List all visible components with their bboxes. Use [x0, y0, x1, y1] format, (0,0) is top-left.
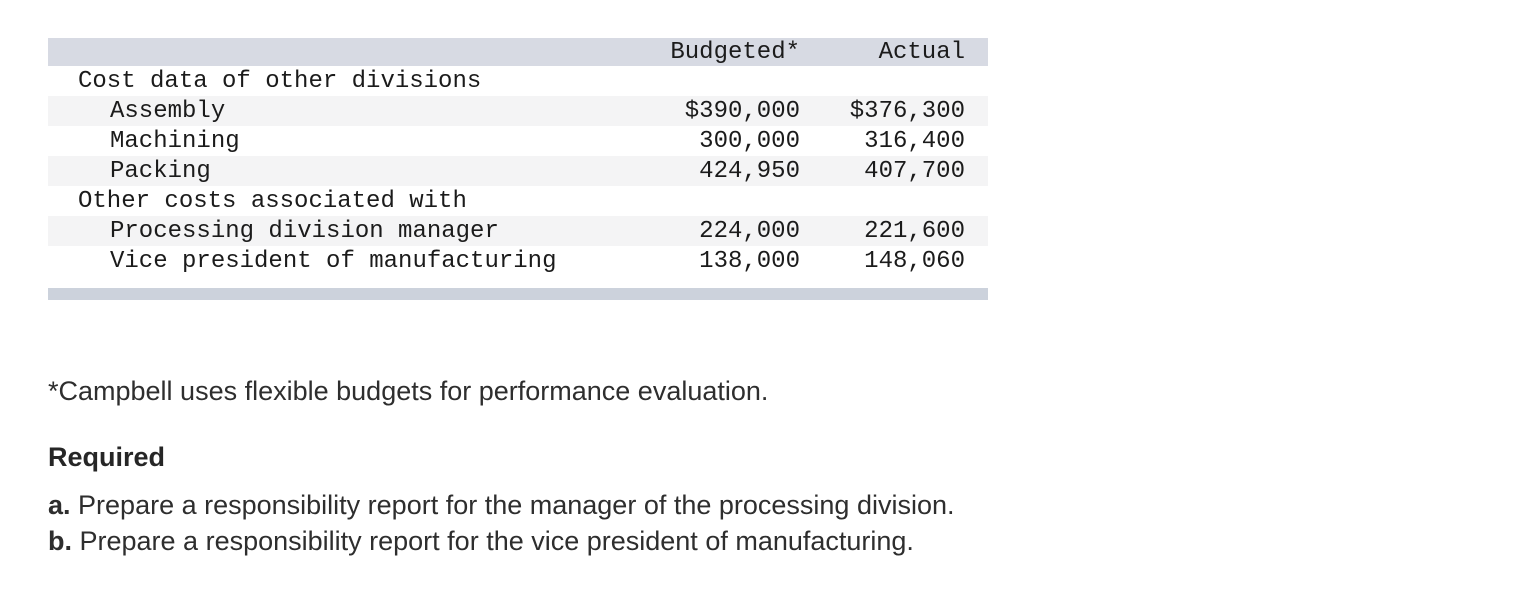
row-budgeted-value: 424,950: [699, 157, 800, 185]
cost-data-table: Budgeted* Actual Cost data of other divi…: [48, 38, 988, 300]
table-row: Packing 424,950 407,700: [48, 156, 988, 186]
table-row: Machining 300,000 316,400: [48, 126, 988, 156]
table-row: Vice president of manufacturing 138,000 …: [48, 246, 988, 276]
table-row: Assembly $390,000 $376,300: [48, 96, 988, 126]
row-actual-value: $376,300: [849, 97, 965, 125]
required-item-b-marker: b.: [48, 526, 72, 556]
footnote-text: *Campbell uses flexible budgets for perf…: [48, 376, 769, 406]
table-footer-band: [48, 288, 988, 300]
required-heading: Required: [48, 442, 166, 473]
row-label: Other costs associated with: [78, 187, 467, 215]
row-actual-value: 148,060: [864, 247, 965, 275]
row-label: Cost data of other divisions: [78, 67, 482, 95]
table-row: Cost data of other divisions: [48, 66, 988, 96]
row-budgeted-value: $390,000: [684, 97, 800, 125]
row-actual-value: 407,700: [864, 157, 965, 185]
row-budgeted-value: 138,000: [699, 247, 800, 275]
row-budgeted-value: 224,000: [699, 217, 800, 245]
row-actual-value: 221,600: [864, 217, 965, 245]
row-label: Vice president of manufacturing: [110, 247, 557, 275]
row-budgeted-value: 300,000: [699, 127, 800, 155]
table-header-row: Budgeted* Actual: [48, 38, 988, 66]
row-label: Machining: [110, 127, 240, 155]
required-item-a-marker: a.: [48, 490, 71, 520]
table-spacer-row: [48, 276, 988, 288]
header-budgeted: Budgeted*: [670, 38, 800, 66]
table-row: Processing division manager 224,000 221,…: [48, 216, 988, 246]
row-actual-value: 316,400: [864, 127, 965, 155]
row-label: Assembly: [110, 97, 226, 125]
table-row: Other costs associated with: [48, 186, 988, 216]
required-item-b-text: Prepare a responsibility report for the …: [72, 526, 914, 556]
header-actual: Actual: [878, 38, 965, 66]
required-items: a. Prepare a responsibility report for t…: [48, 487, 955, 559]
table-body: Cost data of other divisions Assembly $3…: [48, 66, 988, 276]
required-item-a-text: Prepare a responsibility report for the …: [70, 490, 955, 520]
required-item-a: a. Prepare a responsibility report for t…: [48, 487, 955, 523]
required-item-b: b. Prepare a responsibility report for t…: [48, 523, 955, 559]
row-label: Processing division manager: [110, 217, 499, 245]
row-label: Packing: [110, 157, 211, 185]
